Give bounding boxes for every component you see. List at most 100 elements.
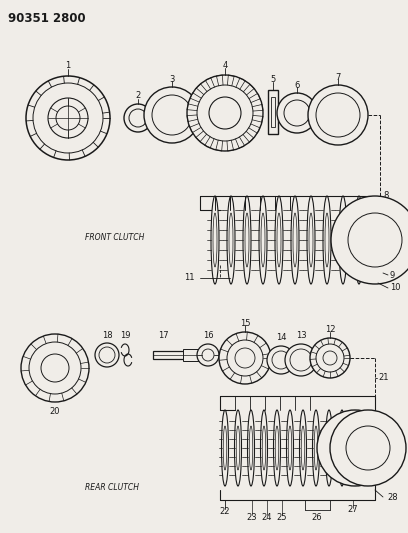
Ellipse shape (340, 426, 344, 470)
Ellipse shape (227, 196, 235, 284)
Ellipse shape (313, 410, 319, 486)
Ellipse shape (293, 213, 297, 267)
Ellipse shape (307, 196, 315, 284)
Circle shape (316, 93, 360, 137)
Circle shape (308, 85, 368, 145)
Text: 4: 4 (222, 61, 228, 69)
Ellipse shape (229, 213, 233, 267)
Text: 13: 13 (296, 332, 306, 341)
Bar (271, 97, 275, 127)
Circle shape (290, 349, 312, 371)
Text: 28: 28 (387, 492, 398, 502)
Ellipse shape (260, 410, 268, 486)
Bar (183, 349, 201, 361)
Ellipse shape (245, 213, 249, 267)
Ellipse shape (339, 196, 347, 284)
Circle shape (330, 410, 406, 486)
Circle shape (41, 354, 69, 382)
Ellipse shape (309, 213, 313, 267)
Circle shape (284, 100, 310, 126)
Circle shape (33, 83, 103, 153)
Ellipse shape (355, 196, 363, 284)
Ellipse shape (275, 426, 279, 470)
Text: 3: 3 (169, 75, 175, 84)
Text: 26: 26 (312, 513, 322, 522)
Text: 1: 1 (65, 61, 71, 70)
Circle shape (152, 95, 192, 135)
Text: 23: 23 (247, 513, 257, 522)
Ellipse shape (277, 213, 281, 267)
Text: 19: 19 (120, 330, 130, 340)
Circle shape (29, 342, 81, 394)
Circle shape (333, 426, 377, 470)
Circle shape (316, 344, 344, 372)
Ellipse shape (262, 426, 266, 470)
Ellipse shape (291, 196, 299, 284)
Circle shape (21, 334, 89, 402)
Ellipse shape (275, 196, 283, 284)
Text: 16: 16 (203, 330, 213, 340)
Circle shape (317, 410, 393, 486)
Text: 12: 12 (325, 326, 335, 335)
Text: FRONT CLUTCH: FRONT CLUTCH (85, 233, 144, 243)
Text: 15: 15 (240, 319, 250, 327)
Ellipse shape (327, 426, 331, 470)
Circle shape (272, 351, 290, 369)
Ellipse shape (235, 410, 242, 486)
Text: 9: 9 (390, 271, 395, 279)
Ellipse shape (261, 213, 265, 267)
Ellipse shape (326, 410, 333, 486)
Text: 14: 14 (276, 334, 286, 343)
Circle shape (187, 75, 263, 151)
Circle shape (129, 109, 147, 127)
Text: 24: 24 (262, 513, 272, 522)
Ellipse shape (339, 410, 346, 486)
Circle shape (202, 349, 214, 361)
Ellipse shape (299, 410, 306, 486)
Ellipse shape (286, 410, 293, 486)
Circle shape (197, 85, 253, 141)
Text: 20: 20 (50, 408, 60, 416)
Ellipse shape (288, 426, 292, 470)
Ellipse shape (211, 196, 219, 284)
Ellipse shape (259, 196, 267, 284)
Text: 17: 17 (157, 330, 169, 340)
Ellipse shape (341, 213, 345, 267)
Circle shape (331, 196, 408, 284)
Circle shape (99, 347, 115, 363)
Text: 6: 6 (294, 80, 300, 90)
Text: REAR CLUTCH: REAR CLUTCH (85, 483, 139, 492)
Circle shape (346, 426, 390, 470)
Circle shape (348, 213, 402, 267)
Text: 7: 7 (335, 72, 341, 82)
Bar (153, 351, 201, 359)
Circle shape (323, 351, 337, 365)
Circle shape (267, 346, 295, 374)
Text: 5: 5 (271, 76, 276, 85)
Text: 22: 22 (220, 507, 230, 516)
Text: 10: 10 (390, 284, 401, 293)
Text: 27: 27 (348, 505, 358, 514)
Circle shape (26, 76, 110, 160)
Text: 8: 8 (383, 191, 388, 200)
Circle shape (48, 98, 88, 138)
Circle shape (56, 106, 80, 130)
Ellipse shape (325, 213, 329, 267)
Ellipse shape (323, 196, 331, 284)
Text: 21: 21 (378, 374, 388, 383)
Circle shape (277, 93, 317, 133)
Text: 11: 11 (184, 273, 195, 282)
Ellipse shape (213, 213, 217, 267)
Ellipse shape (249, 426, 253, 470)
Circle shape (124, 104, 152, 132)
Bar (268, 90, 278, 134)
Ellipse shape (236, 426, 240, 470)
Circle shape (219, 332, 271, 384)
Circle shape (197, 344, 219, 366)
Ellipse shape (357, 213, 361, 267)
Ellipse shape (222, 410, 228, 486)
Text: 18: 18 (102, 330, 112, 340)
Text: 25: 25 (277, 513, 287, 522)
Circle shape (144, 87, 200, 143)
Text: 2: 2 (135, 92, 141, 101)
